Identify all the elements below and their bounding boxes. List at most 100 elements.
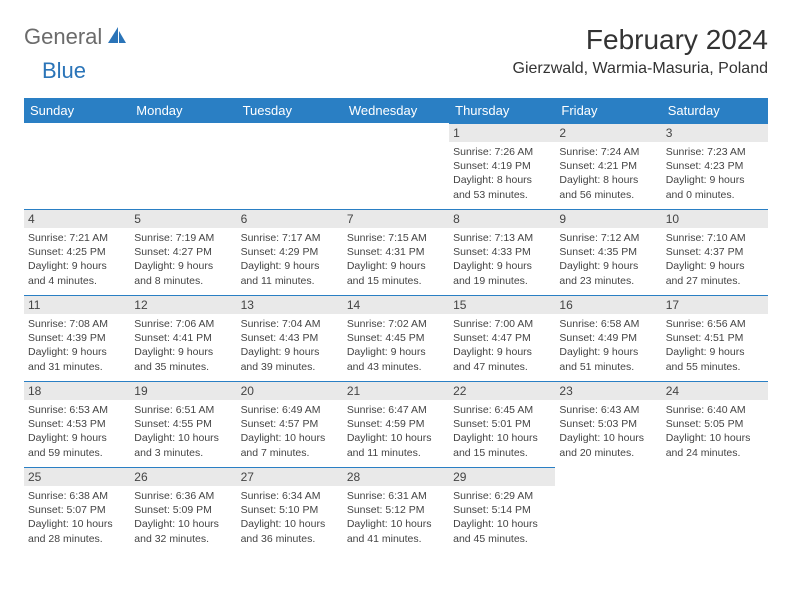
day-number: 2 [555, 123, 661, 142]
calendar-week-row: 4Sunrise: 7:21 AMSunset: 4:25 PMDaylight… [24, 209, 768, 295]
daylight-text: Daylight: 9 hours and 59 minutes. [28, 431, 126, 459]
sunset-text: Sunset: 5:10 PM [241, 503, 339, 517]
sunset-text: Sunset: 4:35 PM [559, 245, 657, 259]
day-number: 27 [237, 467, 343, 486]
day-number: 17 [662, 295, 768, 314]
daylight-text: Daylight: 8 hours and 53 minutes. [453, 173, 551, 201]
day-info: Sunrise: 7:08 AMSunset: 4:39 PMDaylight:… [24, 314, 130, 376]
sunrise-text: Sunrise: 6:51 AM [134, 403, 232, 417]
day-number: 5 [130, 209, 236, 228]
sunrise-text: Sunrise: 7:12 AM [559, 231, 657, 245]
day-info: Sunrise: 7:26 AMSunset: 4:19 PMDaylight:… [449, 142, 555, 204]
sunrise-text: Sunrise: 6:36 AM [134, 489, 232, 503]
sunrise-text: Sunrise: 6:58 AM [559, 317, 657, 331]
daylight-text: Daylight: 10 hours and 3 minutes. [134, 431, 232, 459]
day-info: Sunrise: 6:31 AMSunset: 5:12 PMDaylight:… [343, 486, 449, 548]
calendar-cell: 16Sunrise: 6:58 AMSunset: 4:49 PMDayligh… [555, 295, 661, 381]
calendar-table: Sunday Monday Tuesday Wednesday Thursday… [24, 98, 768, 553]
sunrise-text: Sunrise: 6:31 AM [347, 489, 445, 503]
calendar-cell [662, 467, 768, 553]
day-number: 22 [449, 381, 555, 400]
day-info: Sunrise: 7:00 AMSunset: 4:47 PMDaylight:… [449, 314, 555, 376]
day-number: 21 [343, 381, 449, 400]
day-number: 19 [130, 381, 236, 400]
day-header: Sunday [24, 98, 130, 123]
day-info: Sunrise: 7:10 AMSunset: 4:37 PMDaylight:… [662, 228, 768, 290]
calendar-cell: 5Sunrise: 7:19 AMSunset: 4:27 PMDaylight… [130, 209, 236, 295]
sunset-text: Sunset: 4:43 PM [241, 331, 339, 345]
daylight-text: Daylight: 10 hours and 11 minutes. [347, 431, 445, 459]
day-number: 9 [555, 209, 661, 228]
calendar-cell [130, 123, 236, 209]
day-info: Sunrise: 6:49 AMSunset: 4:57 PMDaylight:… [237, 400, 343, 462]
day-info: Sunrise: 6:36 AMSunset: 5:09 PMDaylight:… [130, 486, 236, 548]
calendar-cell: 18Sunrise: 6:53 AMSunset: 4:53 PMDayligh… [24, 381, 130, 467]
day-header: Wednesday [343, 98, 449, 123]
sunrise-text: Sunrise: 7:04 AM [241, 317, 339, 331]
calendar-cell [555, 467, 661, 553]
daylight-text: Daylight: 8 hours and 56 minutes. [559, 173, 657, 201]
sunset-text: Sunset: 4:37 PM [666, 245, 764, 259]
day-number: 7 [343, 209, 449, 228]
day-info: Sunrise: 6:51 AMSunset: 4:55 PMDaylight:… [130, 400, 236, 462]
daylight-text: Daylight: 9 hours and 27 minutes. [666, 259, 764, 287]
calendar-week-row: 1Sunrise: 7:26 AMSunset: 4:19 PMDaylight… [24, 123, 768, 209]
calendar-week-row: 25Sunrise: 6:38 AMSunset: 5:07 PMDayligh… [24, 467, 768, 553]
day-header: Friday [555, 98, 661, 123]
sunrise-text: Sunrise: 7:15 AM [347, 231, 445, 245]
sunset-text: Sunset: 4:53 PM [28, 417, 126, 431]
month-title: February 2024 [513, 24, 768, 56]
day-number: 8 [449, 209, 555, 228]
calendar-week-row: 18Sunrise: 6:53 AMSunset: 4:53 PMDayligh… [24, 381, 768, 467]
calendar-cell: 4Sunrise: 7:21 AMSunset: 4:25 PMDaylight… [24, 209, 130, 295]
calendar-cell: 25Sunrise: 6:38 AMSunset: 5:07 PMDayligh… [24, 467, 130, 553]
sunset-text: Sunset: 4:39 PM [28, 331, 126, 345]
day-info: Sunrise: 7:12 AMSunset: 4:35 PMDaylight:… [555, 228, 661, 290]
calendar-cell: 13Sunrise: 7:04 AMSunset: 4:43 PMDayligh… [237, 295, 343, 381]
sunrise-text: Sunrise: 6:34 AM [241, 489, 339, 503]
daylight-text: Daylight: 10 hours and 28 minutes. [28, 517, 126, 545]
sunset-text: Sunset: 5:05 PM [666, 417, 764, 431]
day-info: Sunrise: 7:19 AMSunset: 4:27 PMDaylight:… [130, 228, 236, 290]
day-number: 3 [662, 123, 768, 142]
calendar-cell: 24Sunrise: 6:40 AMSunset: 5:05 PMDayligh… [662, 381, 768, 467]
calendar-cell: 27Sunrise: 6:34 AMSunset: 5:10 PMDayligh… [237, 467, 343, 553]
calendar-cell: 22Sunrise: 6:45 AMSunset: 5:01 PMDayligh… [449, 381, 555, 467]
sunset-text: Sunset: 4:51 PM [666, 331, 764, 345]
day-number: 14 [343, 295, 449, 314]
sunrise-text: Sunrise: 6:47 AM [347, 403, 445, 417]
daylight-text: Daylight: 9 hours and 51 minutes. [559, 345, 657, 373]
sunset-text: Sunset: 4:55 PM [134, 417, 232, 431]
day-number: 18 [24, 381, 130, 400]
daylight-text: Daylight: 10 hours and 20 minutes. [559, 431, 657, 459]
day-header: Saturday [662, 98, 768, 123]
daylight-text: Daylight: 9 hours and 11 minutes. [241, 259, 339, 287]
day-header: Thursday [449, 98, 555, 123]
calendar-body: 1Sunrise: 7:26 AMSunset: 4:19 PMDaylight… [24, 123, 768, 553]
logo-text-general: General [24, 24, 102, 50]
day-header: Tuesday [237, 98, 343, 123]
sunrise-text: Sunrise: 7:10 AM [666, 231, 764, 245]
day-number: 29 [449, 467, 555, 486]
day-info: Sunrise: 6:34 AMSunset: 5:10 PMDaylight:… [237, 486, 343, 548]
daylight-text: Daylight: 9 hours and 47 minutes. [453, 345, 551, 373]
calendar-cell: 10Sunrise: 7:10 AMSunset: 4:37 PMDayligh… [662, 209, 768, 295]
calendar-cell: 29Sunrise: 6:29 AMSunset: 5:14 PMDayligh… [449, 467, 555, 553]
sunset-text: Sunset: 4:19 PM [453, 159, 551, 173]
sunset-text: Sunset: 5:01 PM [453, 417, 551, 431]
daylight-text: Daylight: 9 hours and 35 minutes. [134, 345, 232, 373]
sunset-text: Sunset: 5:14 PM [453, 503, 551, 517]
day-number: 13 [237, 295, 343, 314]
sunset-text: Sunset: 5:12 PM [347, 503, 445, 517]
day-info: Sunrise: 6:29 AMSunset: 5:14 PMDaylight:… [449, 486, 555, 548]
sunset-text: Sunset: 5:09 PM [134, 503, 232, 517]
day-info: Sunrise: 7:21 AMSunset: 4:25 PMDaylight:… [24, 228, 130, 290]
sunset-text: Sunset: 4:25 PM [28, 245, 126, 259]
sunset-text: Sunset: 4:31 PM [347, 245, 445, 259]
sunrise-text: Sunrise: 7:13 AM [453, 231, 551, 245]
calendar-cell: 20Sunrise: 6:49 AMSunset: 4:57 PMDayligh… [237, 381, 343, 467]
sunset-text: Sunset: 4:27 PM [134, 245, 232, 259]
sunrise-text: Sunrise: 7:17 AM [241, 231, 339, 245]
calendar-cell: 28Sunrise: 6:31 AMSunset: 5:12 PMDayligh… [343, 467, 449, 553]
sunrise-text: Sunrise: 6:43 AM [559, 403, 657, 417]
